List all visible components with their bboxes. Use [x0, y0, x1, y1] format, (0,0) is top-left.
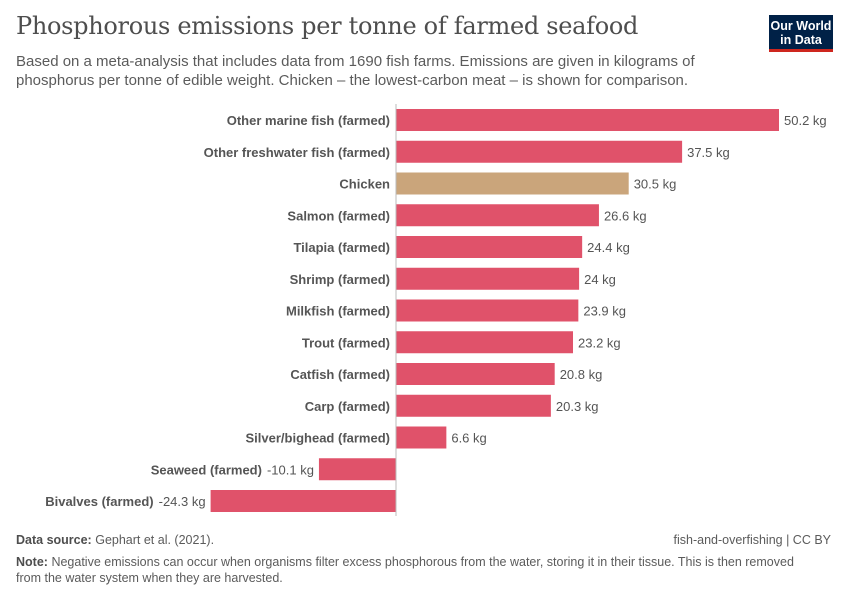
bar[interactable]	[396, 394, 551, 417]
category-label: Trout (farmed)	[302, 335, 390, 350]
value-label: 20.8 kg	[560, 367, 603, 382]
value-label: 26.6 kg	[604, 208, 647, 223]
bar[interactable]	[396, 299, 579, 322]
note-label: Note:	[16, 555, 48, 569]
bar[interactable]	[396, 363, 555, 385]
value-label: 37.5 kg	[687, 145, 730, 160]
value-label: 50.2 kg	[784, 113, 827, 128]
bar[interactable]	[396, 426, 447, 449]
value-label: -10.1 kg	[267, 462, 314, 477]
category-label: Shrimp (farmed)	[290, 272, 390, 287]
chart-title: Phosphorous emissions per tonne of farme…	[16, 12, 639, 40]
category-label: Tilapia (farmed)	[293, 240, 390, 255]
value-label: 6.6 kg	[451, 431, 486, 446]
bar[interactable]	[396, 331, 574, 354]
footer-license[interactable]: fish-and-overfishing | CC BY	[673, 533, 831, 547]
logo-line1: Our World	[770, 19, 832, 33]
bar[interactable]	[210, 490, 396, 512]
bar[interactable]	[396, 172, 629, 195]
category-label: Salmon (farmed)	[287, 208, 390, 223]
bar[interactable]	[396, 204, 599, 227]
bar[interactable]	[318, 458, 396, 481]
category-label: Chicken	[339, 177, 390, 192]
note-text: Negative emissions can occur when organi…	[16, 555, 794, 585]
value-label: 24 kg	[584, 272, 616, 287]
value-label: 30.5 kg	[634, 177, 677, 192]
source-text[interactable]: Gephart et al. (2021).	[95, 533, 215, 547]
note: Note: Negative emissions can occur when …	[16, 554, 816, 586]
bar[interactable]	[396, 140, 683, 163]
value-label: -24.3 kg	[159, 494, 206, 509]
category-label: Seaweed (farmed)	[151, 462, 262, 477]
bar[interactable]	[396, 109, 779, 131]
category-label: Carp (farmed)	[305, 399, 390, 414]
bar[interactable]	[396, 236, 583, 258]
bar[interactable]	[396, 267, 580, 290]
source-label: Data source:	[16, 533, 92, 547]
logo-line2: in Data	[780, 33, 822, 47]
value-label: 24.4 kg	[587, 240, 630, 255]
chart-subtitle: Based on a meta-analysis that includes d…	[16, 53, 695, 89]
value-label: 23.9 kg	[583, 304, 626, 319]
category-label: Silver/bighead (farmed)	[246, 431, 390, 446]
category-label: Other freshwater fish (farmed)	[204, 145, 390, 160]
data-source: Data source: Gephart et al. (2021).	[16, 533, 214, 547]
value-label: 23.2 kg	[578, 335, 621, 350]
owid-logo[interactable]: Our World in Data	[769, 15, 833, 52]
value-label: 20.3 kg	[556, 399, 599, 414]
category-label: Other marine fish (farmed)	[227, 113, 390, 128]
category-label: Bivalves (farmed)	[45, 494, 153, 509]
category-label: Catfish (farmed)	[290, 367, 390, 382]
category-label: Milkfish (farmed)	[286, 304, 390, 319]
